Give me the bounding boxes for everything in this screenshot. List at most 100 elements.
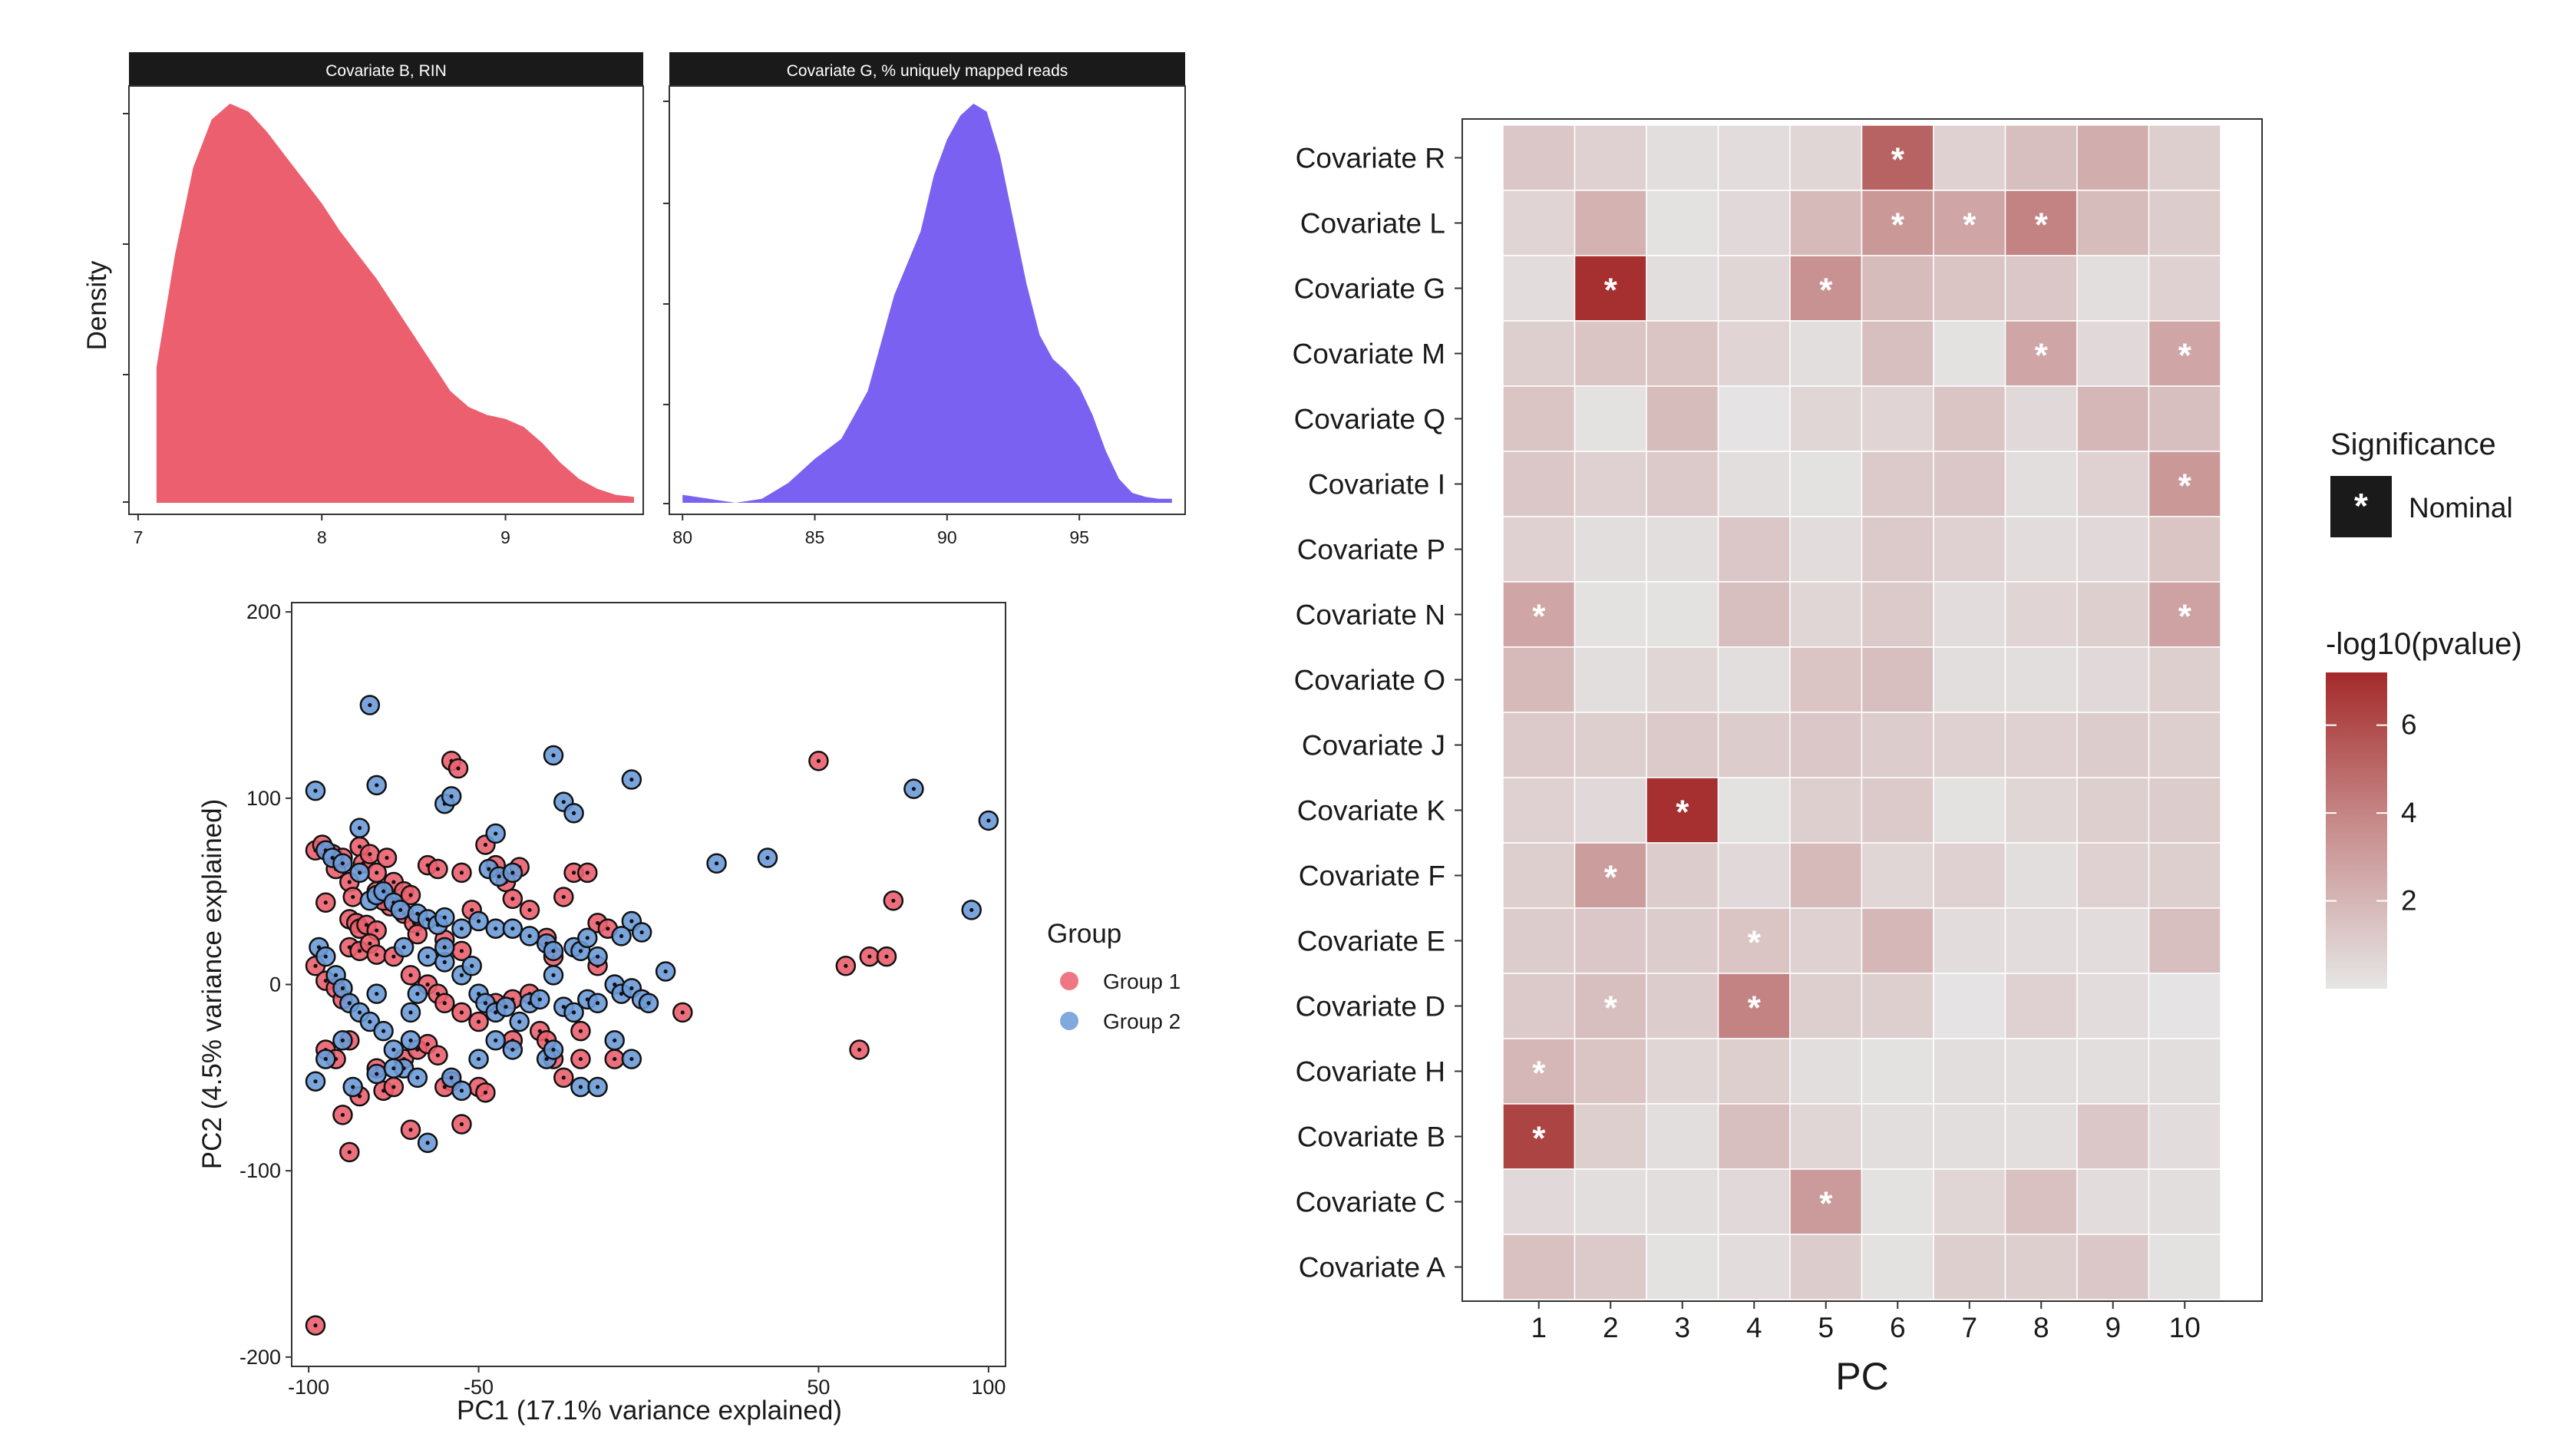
scatter-point-group2: [631, 922, 652, 943]
heatmap-cell: [1574, 777, 1647, 844]
heatmap-cell: [1933, 255, 2006, 322]
significance-asterisk-icon: *: [1676, 794, 1689, 831]
scatter-point-group2: [587, 1076, 608, 1098]
scatter-point-group2: [570, 1076, 591, 1098]
heatmap-cell: [1646, 124, 1719, 191]
significance-asterisk-icon: *: [1748, 989, 1762, 1027]
scatter-point-group2: [315, 946, 336, 967]
scatter-point-group2: [451, 918, 472, 939]
scatter-point-group2: [366, 1063, 387, 1085]
scatter-point-group2: [502, 1039, 523, 1060]
y-tick-label: 100: [246, 787, 281, 810]
scatter-point-group1: [604, 1049, 625, 1069]
x-tick-label: -100: [288, 1376, 329, 1399]
heatmap-cell: [2076, 1234, 2150, 1300]
asterisk-icon: *: [2354, 486, 2368, 526]
heatmap-cell: [2004, 385, 2078, 452]
heatmap-cell: [1933, 451, 2006, 517]
scatter-point-group1: [376, 847, 398, 868]
heatmap-cell: [2076, 451, 2150, 517]
heatmap-cell: *: [1502, 1038, 1576, 1105]
heatmap-cell: [1502, 712, 1576, 778]
heatmap-cell: [2148, 124, 2221, 191]
heatmap-cell: *: [1861, 124, 1934, 191]
heatmap-cell: [1861, 1234, 1934, 1300]
heatmap-cell: *: [2148, 320, 2221, 387]
heatmap-cell: [1502, 385, 1576, 452]
scatter-point-group2: [757, 847, 778, 868]
heatmap-cell: [1574, 1234, 1647, 1300]
heatmap-cell: [2076, 1168, 2150, 1235]
colorbar-tick-label: 6: [2401, 709, 2417, 741]
scatter-point-group1: [447, 758, 469, 779]
x-tick-label: 9: [500, 527, 510, 547]
scatter-point-group2: [441, 786, 462, 807]
heatmap-cell: [2076, 712, 2150, 778]
scatter-point-group1: [359, 844, 381, 864]
heatmap-cell: *: [1861, 190, 1934, 256]
heatmap-cell: [1717, 516, 1791, 583]
heatmap-row-label: Covariate N: [1296, 600, 1445, 631]
significance-key-box: [2330, 476, 2392, 537]
scatter-point-group2: [485, 918, 506, 939]
heatmap-col-label: 4: [1746, 1312, 1762, 1343]
heatmap-cell: [1646, 1038, 1719, 1105]
x-tick-label: 80: [672, 527, 692, 547]
heatmap-cell: [1646, 842, 1719, 909]
scatter-point-group2: [305, 780, 326, 801]
scatter-point-group2: [502, 862, 523, 884]
heatmap-cell: [2004, 516, 2078, 583]
heatmap-cell: [1933, 1168, 2006, 1235]
scatter-point-group1: [400, 965, 421, 986]
heatmap-cell: [2076, 777, 2150, 844]
heatmap-col-label: 2: [1603, 1312, 1619, 1343]
heatmap-cell: [2004, 1234, 2078, 1300]
significance-asterisk-icon: *: [1604, 859, 1618, 897]
heatmap-cell: *: [1574, 973, 1647, 1039]
scatter-point-group2: [407, 983, 428, 1004]
heatmap-cell: [2148, 1103, 2221, 1170]
heatmap-cell: [1646, 1234, 1719, 1300]
heatmap-cell: [1646, 712, 1719, 778]
heatmap-cell: *: [1789, 1168, 1863, 1235]
scatter-point-group2: [978, 810, 999, 831]
scatter-point-group2: [638, 993, 659, 1014]
heatmap-col-label: 9: [2105, 1312, 2121, 1343]
heatmap-cell: [2148, 1234, 2221, 1300]
scatter-point-group2: [587, 946, 608, 967]
heatmap-cell: [1502, 842, 1576, 909]
heatmap-col-label: 5: [1818, 1312, 1834, 1343]
heatmap-cell: *: [2004, 320, 2078, 387]
heatmap-cell: [1861, 451, 1934, 517]
heatmap-cell: [1789, 973, 1863, 1039]
scatter-point-group2: [393, 937, 414, 958]
density-covariate-b-area: [156, 104, 634, 503]
heatmap-cell: [1789, 516, 1863, 583]
heatmap-cell: [2076, 190, 2150, 256]
heatmap-border: [1461, 118, 2263, 1302]
x-tick-label: 90: [937, 527, 957, 547]
heatmap-cell: [2076, 581, 2150, 648]
scatter-point-group1: [342, 887, 363, 907]
heatmap-cell: [1933, 385, 2006, 452]
heatmap-cell: [2148, 973, 2221, 1039]
density-panel-covariate-b: Covariate B, RIN 7 8 9 Density: [82, 52, 644, 547]
scatter-point-group1: [553, 887, 574, 907]
heatmap-cell: [1789, 712, 1863, 778]
heatmap-cell: [2076, 1038, 2150, 1105]
heatmap-cell: [2076, 320, 2150, 387]
scatter-point-group2: [390, 900, 411, 920]
heatmap-cell: [2004, 777, 2078, 844]
scatter-point-group2: [543, 745, 564, 766]
pca-y-axis-title: PC2 (4.5% variance explained): [197, 799, 227, 1169]
heatmap-cell: [1717, 1168, 1791, 1235]
heatmap-cells: * * * * * * * * * * * * * * * * * * *: [1502, 124, 2221, 1300]
heatmap-row-label: Covariate D: [1296, 991, 1445, 1022]
heatmap-cell: [1502, 190, 1576, 256]
significance-asterisk-icon: *: [1891, 206, 1905, 244]
heatmap-col-label: 7: [1961, 1312, 1977, 1343]
heatmap-cell: [2148, 516, 2221, 583]
strip-covariate-g: [669, 52, 1185, 86]
significance-asterisk-icon: *: [2035, 206, 2049, 244]
